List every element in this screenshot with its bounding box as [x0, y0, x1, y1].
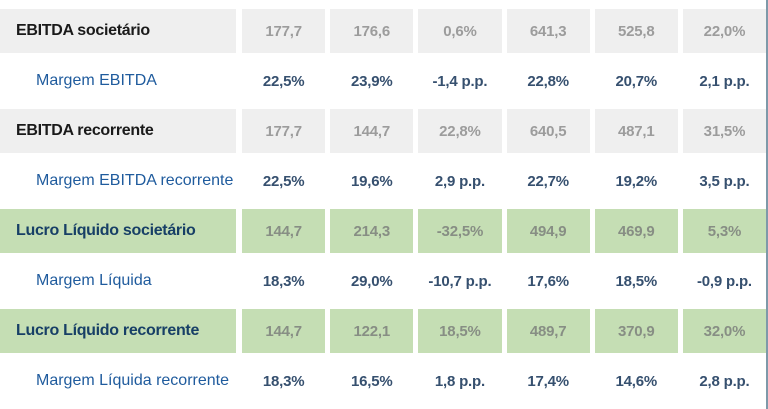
row-label: EBITDA societário — [0, 6, 236, 56]
value-cell: 177,7 — [242, 6, 326, 56]
value-cell: 22,7% — [527, 172, 569, 190]
table-row: Margem Líquida recorrente 18,3% 16,5% 1,8 p… — [0, 356, 766, 406]
row-label: Lucro Líquido recorrente — [0, 306, 236, 356]
table-row: Margem EBITDA recorrente 22,5% 19,6% 2,9 p.… — [0, 156, 766, 206]
value-cell: 214,3 — [330, 206, 414, 256]
value-cell: 640,5 — [506, 106, 590, 156]
table-row: Lucro Líquido recorrente 144,7 122,1 18,5% 4… — [0, 306, 766, 356]
value-cell: 18,3% — [262, 272, 305, 290]
value-cell: 469,9 — [594, 206, 678, 256]
value-cell: 29,0% — [350, 272, 393, 290]
value-cell: 176,6 — [330, 6, 414, 56]
value-cell: 32,0% — [682, 306, 766, 356]
value-cell: 22,8% — [527, 72, 569, 90]
value-cell: 31,5% — [682, 106, 766, 156]
value-cell: 177,7 — [242, 106, 326, 156]
table-row: Margem Líquida 18,3% 29,0% -10,7 p.p. 17,6% 1… — [0, 256, 766, 306]
value-cell: 23,9% — [350, 72, 393, 90]
value-cell: 144,7 — [242, 306, 326, 356]
table-row: Margem EBITDA 22,5% 23,9% -1,4 p.p. 22,8% 20,… — [0, 56, 766, 106]
value-cell: 0,6% — [418, 6, 502, 56]
value-cell: 2,1 p.p. — [699, 72, 750, 90]
value-cell: 487,1 — [594, 106, 678, 156]
value-cell: 19,2% — [615, 172, 658, 190]
value-cell: 2,8 p.p. — [699, 372, 750, 390]
table-row: EBITDA societário 177,7 176,6 0,6% 641,3 525,… — [0, 6, 766, 56]
value-cell: 18,5% — [615, 272, 658, 290]
value-cell: -1,4 p.p. — [432, 72, 488, 90]
value-cell: 370,9 — [594, 306, 678, 356]
table-row: EBITDA recorrente 177,7 144,7 22,8% 640,5 487… — [0, 106, 766, 156]
table-row: Lucro Líquido societário 144,7 214,3 -32,5%… — [0, 206, 766, 256]
value-cell: -10,7 p.p. — [428, 272, 492, 290]
value-cell: 17,6% — [527, 272, 569, 290]
value-cell: 20,7% — [615, 72, 658, 90]
value-cell: 1,8 p.p. — [434, 372, 485, 390]
value-cell: 144,7 — [330, 106, 414, 156]
value-cell: 19,6% — [350, 172, 393, 190]
value-cell: 494,9 — [506, 206, 590, 256]
row-label: Margem EBITDA recorrente — [36, 172, 234, 189]
value-cell: 22,8% — [418, 106, 502, 156]
value-cell: 525,8 — [594, 6, 678, 56]
value-cell: 3,5 p.p. — [699, 172, 750, 190]
value-cell: -32,5% — [418, 206, 502, 256]
value-cell: 2,9 p.p. — [434, 172, 485, 190]
value-cell: 18,3% — [262, 372, 305, 390]
value-cell: 17,4% — [527, 372, 569, 390]
row-label: Margem Líquida recorrente — [36, 372, 229, 389]
value-cell: 14,6% — [615, 372, 658, 390]
value-cell: 122,1 — [330, 306, 414, 356]
row-label: Margem EBITDA — [36, 72, 157, 89]
value-cell: 641,3 — [506, 6, 590, 56]
value-cell: 16,5% — [350, 372, 393, 390]
value-cell: 22,5% — [262, 72, 305, 90]
value-cell: -0,9 p.p. — [697, 272, 752, 290]
value-cell: 144,7 — [242, 206, 326, 256]
value-cell: 5,3% — [682, 206, 766, 256]
row-label: EBITDA recorrente — [0, 106, 236, 156]
value-cell: 489,7 — [506, 306, 590, 356]
value-cell: 22,5% — [262, 172, 305, 190]
value-cell: 22,0% — [682, 6, 766, 56]
row-label: Lucro Líquido societário — [0, 206, 236, 256]
value-cell: 18,5% — [418, 306, 502, 356]
row-label: Margem Líquida — [36, 272, 152, 289]
